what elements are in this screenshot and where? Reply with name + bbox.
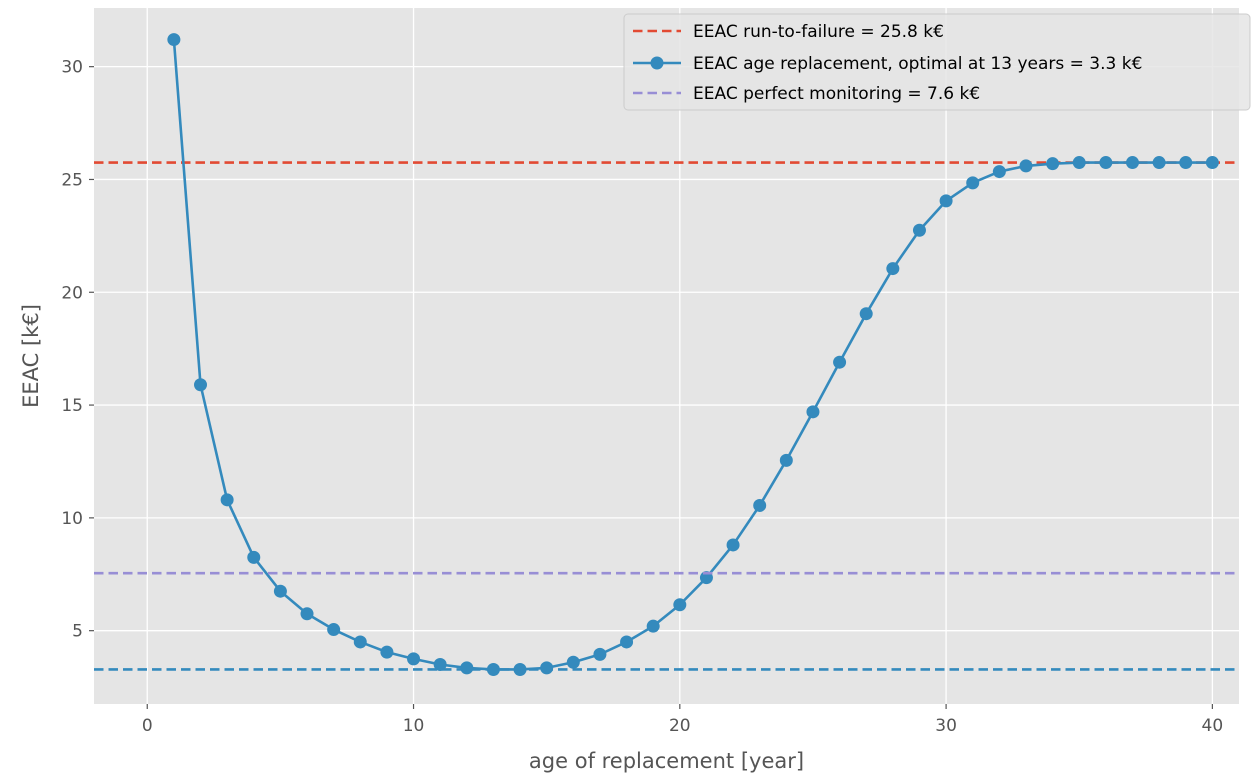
- x-axis-ticks: 0 10 20 30 40: [142, 704, 1223, 736]
- data-point: [779, 453, 793, 467]
- data-point: [966, 176, 980, 190]
- plot-background: [94, 8, 1239, 704]
- data-point: [566, 655, 580, 669]
- data-point: [726, 538, 740, 552]
- y-tick-label: 15: [61, 396, 83, 416]
- data-point: [992, 165, 1006, 179]
- y-tick-label: 5: [72, 622, 83, 642]
- x-tick-label: 30: [935, 716, 957, 736]
- data-point: [433, 658, 447, 672]
- data-point: [1205, 156, 1219, 170]
- y-tick-label: 10: [61, 509, 83, 529]
- legend: EEAC run-to-failure = 25.8 k€ EEAC age r…: [623, 13, 1251, 111]
- y-axis-label: EEAC [k€]: [19, 304, 43, 408]
- data-point: [646, 619, 660, 633]
- legend-box: [623, 13, 1251, 111]
- data-point: [300, 607, 314, 621]
- data-point: [1152, 156, 1166, 170]
- data-point: [1072, 156, 1086, 170]
- series-layer: [94, 33, 1239, 676]
- x-tick-label: 40: [1202, 716, 1224, 736]
- data-point: [540, 661, 554, 675]
- data-point: [460, 661, 474, 675]
- x-tick-label: 0: [142, 716, 153, 736]
- data-point: [407, 652, 421, 666]
- data-point: [194, 378, 208, 392]
- data-point: [247, 550, 261, 564]
- data-point: [1179, 156, 1193, 170]
- x-tick-label: 10: [403, 716, 425, 736]
- data-point: [380, 645, 394, 659]
- y-tick-label: 20: [61, 283, 83, 303]
- legend-label-perfect-monitoring: EEAC perfect monitoring = 7.6 k€: [693, 84, 980, 104]
- age-replacement-line: [172, 39, 1213, 671]
- data-point: [1019, 159, 1033, 173]
- grid-lines: [94, 8, 1239, 704]
- data-point: [1099, 156, 1113, 170]
- data-point: [220, 493, 234, 507]
- x-tick-label: 20: [669, 716, 691, 736]
- data-point: [912, 223, 926, 237]
- data-point: [939, 194, 953, 208]
- data-point: [1046, 157, 1060, 171]
- data-point: [620, 635, 634, 649]
- data-point: [886, 262, 900, 276]
- data-point: [273, 584, 287, 598]
- data-point: [1125, 156, 1139, 170]
- y-tick-label: 25: [61, 170, 83, 190]
- y-tick-label: 30: [61, 58, 83, 78]
- data-point: [593, 647, 607, 661]
- data-point: [353, 635, 367, 649]
- legend-marker-age-replacement: [650, 56, 664, 70]
- data-point: [753, 498, 767, 512]
- data-point: [859, 307, 873, 321]
- legend-label-age-replacement: EEAC age replacement, optimal at 13 year…: [693, 54, 1142, 74]
- data-point: [327, 623, 341, 637]
- x-axis-label: age of replacement [year]: [529, 749, 804, 773]
- data-point: [673, 598, 687, 612]
- data-point: [806, 405, 820, 419]
- y-axis-ticks: 5 10 15 20 25 30: [61, 58, 94, 642]
- legend-label-run-to-failure: EEAC run-to-failure = 25.8 k€: [693, 22, 944, 42]
- data-point: [167, 33, 181, 47]
- data-point: [833, 355, 847, 369]
